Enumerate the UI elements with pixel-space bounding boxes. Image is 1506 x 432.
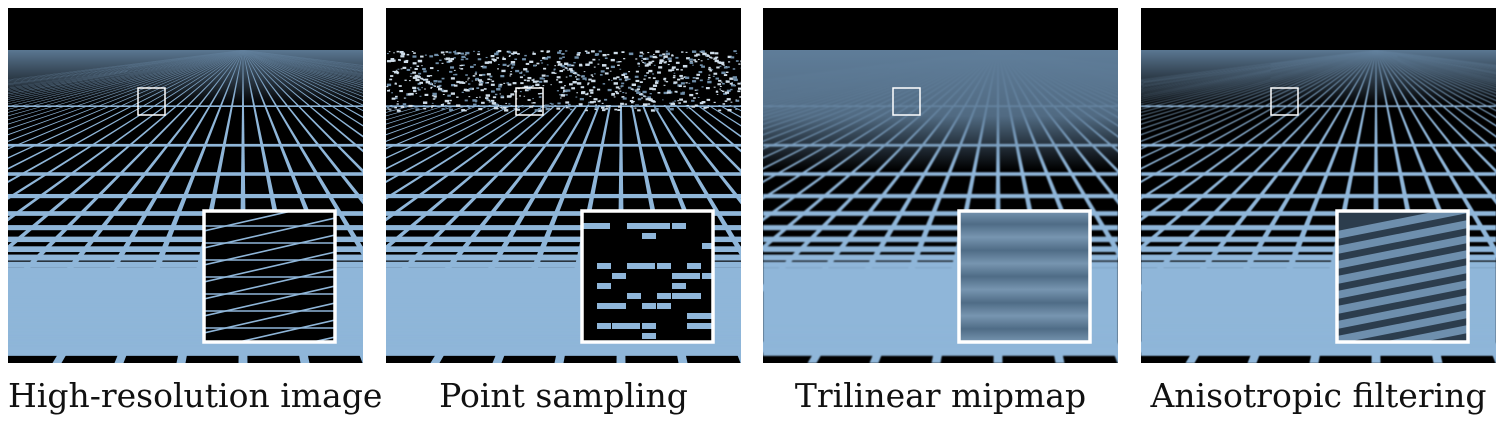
horizon-haze [8,50,363,105]
grid-line-cross [8,286,363,294]
zoom-inset [580,209,715,344]
grid-line-cross [1141,236,1496,243]
grid-render-trilinear-mipmap [763,8,1118,363]
grid-line-cross [8,225,363,231]
grid-line-cross [763,193,1118,199]
grid-line-cross [763,278,1118,285]
grid-line-cross [1141,225,1496,231]
grid-line-cross [8,193,363,199]
grid-line-cross [386,105,741,107]
grid-line-cross [386,246,741,253]
grid-render-high-resolution [8,8,363,363]
grid-line-cross [1141,246,1496,253]
sample-region-box [1270,87,1299,116]
grid-line-cross [1141,286,1496,294]
grid-line-cross [763,236,1118,243]
grid-line-cross [386,225,741,231]
grid-line-cross [1141,282,1496,290]
aliasing-noise [386,50,741,112]
grid-line-cross [386,286,741,294]
grid-line-cross [763,254,1118,261]
grid-line-cross [1141,105,1496,107]
inset-frame [202,209,337,344]
grid-line-cross [386,143,741,147]
caption-trilinear-mipmap: Trilinear mipmap [794,376,1087,415]
grid-line-cross [386,236,741,243]
grid-line-cross [8,143,363,147]
grid-line-cross [8,267,363,275]
grid-line-cross [386,282,741,290]
grid-line-cross [1141,143,1496,147]
grid-line-depth [8,50,244,142]
grid-line-cross [386,278,741,285]
mipmap-haze [763,50,1118,170]
grid-line-cross [763,273,1118,280]
grid-line-cross [763,286,1118,294]
grid-line-cross [8,172,363,176]
grid-line-cross [8,282,363,290]
grid-line-cross [1141,278,1496,285]
grid-line-cross [386,267,741,275]
sample-region-box [515,87,544,116]
grid-line-cross [1141,172,1496,176]
sample-region-box [892,87,921,116]
grid-line-cross [1141,261,1496,268]
zoom-inset [202,209,337,344]
sky [386,8,741,50]
grid-line-cross [1141,254,1496,261]
zoom-inset [957,209,1092,344]
grid-render-anisotropic-filtering [1141,8,1496,363]
sky [8,8,363,50]
grid-line-cross [763,172,1118,176]
grid-line-cross [386,273,741,280]
grid-line-cross [763,246,1118,253]
sky [763,8,1118,50]
panel-point-sampling [386,8,741,363]
grid-line-cross [1141,347,1496,356]
grid-line-cross [8,254,363,261]
grid-line-cross [8,246,363,253]
grid-line-cross [386,261,741,268]
grid-line-cross [8,261,363,268]
grid-line-cross [1141,273,1496,280]
panel-anisotropic-filtering [1141,8,1496,363]
caption-anisotropic-filtering: Anisotropic filtering [1150,376,1487,415]
inset-frame [957,209,1092,344]
grid-line-cross [386,211,741,216]
sample-region-box [137,87,166,116]
grid-line-cross [1141,193,1496,199]
grid-line-cross [8,236,363,243]
grid-line-cross [386,347,741,356]
zoom-inset [1335,209,1470,344]
sky [1141,8,1496,50]
horizon-haze [1141,50,1496,105]
inset-frame [580,209,715,344]
grid-line-cross [763,347,1118,356]
grid-line-cross [386,254,741,261]
grid-line-cross [386,172,741,176]
grid-line-cross [763,225,1118,231]
grid-line-cross [8,273,363,280]
grid-line-cross [8,211,363,216]
grid-line-cross [386,193,741,199]
panel-trilinear-mipmap [763,8,1118,363]
grid-line-cross [8,105,363,107]
grid-line-cross [8,347,363,356]
caption-point-sampling: Point sampling [439,376,688,415]
grid-line-depth [386,50,622,142]
grid-line-cross [8,278,363,285]
grid-render-point-sampling [386,8,741,363]
panel-high-resolution [8,8,363,363]
grid-line-cross [1141,211,1496,216]
grid-line-cross [763,211,1118,216]
grid-line-cross [763,267,1118,275]
inset-frame [1335,209,1470,344]
grid-line-cross [763,282,1118,290]
caption-high-resolution: High-resolution image [8,376,383,415]
grid-line-cross [1141,267,1496,275]
grid-line-cross [763,261,1118,268]
